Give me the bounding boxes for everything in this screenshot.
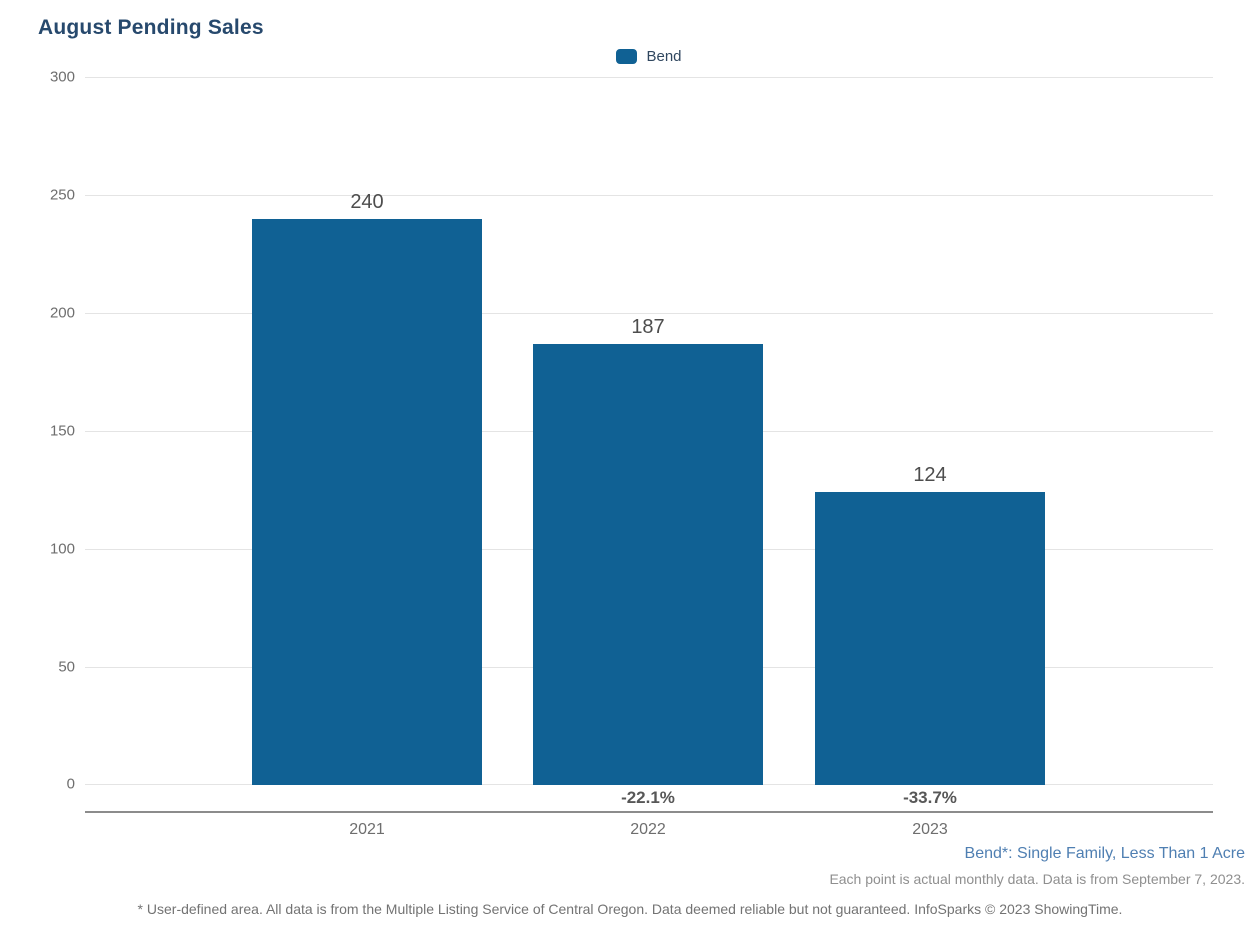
disclaimer-text: * User-defined area. All data is from th… [137,901,1123,917]
y-tick-label: 0 [66,775,75,793]
pct-change-row: -22.1% -33.7% [85,788,1213,812]
x-axis-line [85,811,1213,813]
x-tick-2021: 2021 [349,821,385,838]
bar-rect-2021 [252,219,482,785]
bar-value-label-2023: 124 [913,464,947,486]
bar-2022: 187 [533,77,763,785]
legend-label-bend[interactable]: Bend [646,48,682,65]
bar-2021: 240 [252,77,482,785]
bar-value-label-2021: 240 [350,191,384,213]
x-tick-2023: 2023 [912,821,948,838]
gridline-300: 300 [50,69,1213,86]
plot-area: 300 250 200 150 100 50 0 240 187 124 [50,69,1213,793]
bar-2023: 124 [815,77,1045,785]
bar-rect-2023 [815,492,1045,785]
y-tick-label: 50 [58,658,75,676]
chart-title: August Pending Sales [38,16,264,39]
pct-change-2022: -22.1% [621,788,675,807]
legend-swatch-bend[interactable] [616,49,638,64]
bar-value-label-2022: 187 [631,316,665,338]
bar-rect-2022 [533,344,763,785]
pct-change-2023: -33.7% [903,788,957,807]
x-tick-2022: 2022 [630,821,666,838]
gridline-250: 250 [50,187,1213,204]
y-tick-label: 150 [49,422,75,440]
legend: Bend [85,48,1213,65]
y-tick-label: 200 [49,304,75,322]
y-tick-label: 100 [49,540,75,558]
y-tick-label: 250 [49,186,75,204]
gridline-200: 200 [50,305,1213,322]
x-axis-labels: 2021 2022 2023 [85,821,1213,841]
y-tick-label: 300 [49,68,75,86]
data-source-footnote: Each point is actual monthly data. Data … [829,871,1245,887]
series-definition-footnote: Bend*: Single Family, Less Than 1 Acre [964,845,1245,862]
